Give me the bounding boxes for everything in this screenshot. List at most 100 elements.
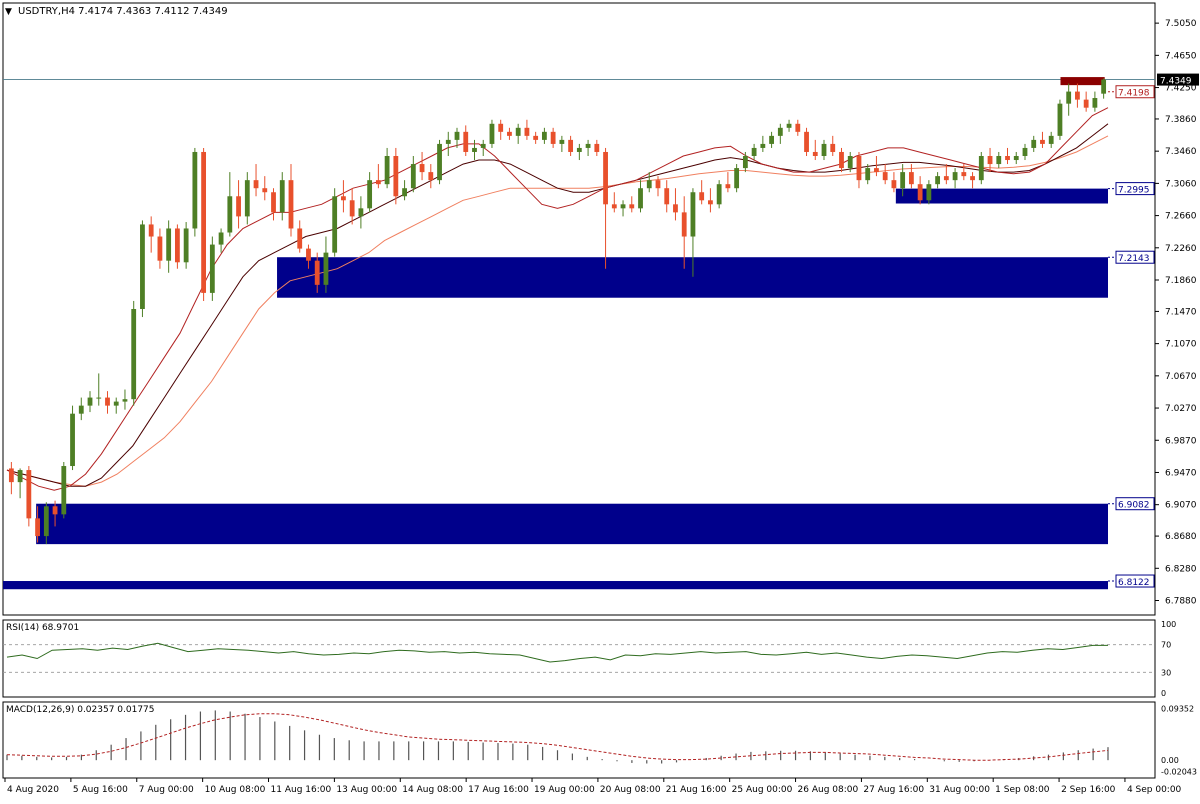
candle-body	[804, 131, 809, 152]
rsi-title: RSI(14) 68.9701	[6, 623, 79, 633]
price-tick-label: 7.1070	[1165, 340, 1197, 350]
candle-body	[489, 123, 495, 144]
candle-body	[585, 143, 591, 148]
candle-body	[629, 204, 635, 209]
candle-body	[332, 196, 338, 253]
candle-body	[498, 123, 504, 132]
pane-frame-0	[2, 2, 1156, 616]
candle-body	[131, 309, 137, 400]
candle-body	[1022, 147, 1028, 156]
candle-body	[917, 184, 923, 201]
price-tick-label: 7.5050	[1165, 19, 1197, 29]
price-tick-label: 7.1860	[1165, 276, 1197, 286]
candle-body	[900, 172, 906, 189]
candle-body	[638, 188, 643, 209]
candle-body	[437, 143, 442, 181]
candle-body	[463, 131, 469, 152]
candle-body	[664, 188, 670, 205]
candle-body	[769, 135, 774, 144]
level-zone-4	[3, 581, 1108, 590]
candle-body	[734, 168, 740, 189]
candle-body	[1092, 98, 1098, 108]
candle-body	[227, 196, 233, 233]
candle-body	[1101, 79, 1107, 94]
candle-body	[716, 184, 722, 205]
candle-body	[271, 192, 276, 213]
rsi-tick-label: 0	[1161, 689, 1166, 698]
price-tick-label: 7.0270	[1165, 404, 1197, 414]
candle-body	[183, 228, 189, 263]
x-tick-label: 20 Aug 08:00	[600, 785, 661, 795]
candle-body	[1005, 156, 1010, 161]
candle-body	[17, 470, 23, 483]
level-zone-1	[895, 188, 1108, 204]
x-tick-label: 14 Aug 08:00	[402, 785, 463, 795]
candle-body	[367, 180, 373, 209]
candle-body	[795, 123, 801, 132]
candle-body	[646, 180, 652, 189]
level-zone-3	[36, 503, 1108, 545]
candle-body	[830, 143, 836, 152]
candle-body	[786, 123, 792, 128]
candle-body	[882, 172, 888, 181]
candle-body	[699, 192, 705, 201]
level-label: 6.8122	[1118, 578, 1150, 588]
candle-body	[1083, 99, 1089, 108]
candle-body	[935, 176, 941, 185]
level-label: 7.2995	[1118, 186, 1150, 196]
x-tick-label: 27 Aug 16:00	[863, 785, 924, 795]
level-label: 6.9082	[1118, 501, 1150, 511]
candle-body	[113, 401, 119, 406]
x-tick-label: 19 Aug 00:00	[534, 785, 595, 795]
x-tick-label: 1 Sep 08:00	[995, 785, 1050, 795]
candle-body	[8, 468, 14, 483]
candle-body	[594, 143, 600, 152]
dropdown-arrow-icon[interactable]: ▼	[5, 7, 12, 17]
level-label-box	[1115, 85, 1155, 99]
candle-body	[874, 168, 879, 173]
candle-body	[961, 172, 967, 177]
candle-body	[576, 147, 582, 152]
candle-body	[174, 228, 180, 263]
price-tick-label: 7.4250	[1165, 84, 1197, 94]
candle-body	[341, 196, 346, 201]
price-tick-label: 7.3060	[1165, 179, 1197, 189]
candle-body	[708, 200, 713, 205]
x-tick-label: 7 Aug 00:00	[139, 785, 194, 795]
price-tick-label: 7.3860	[1165, 115, 1197, 125]
x-tick-label: 21 Aug 16:00	[666, 785, 727, 795]
candle-body	[515, 127, 521, 136]
candle-body	[1048, 135, 1054, 144]
candle-body	[1031, 139, 1037, 148]
candle-body	[1075, 91, 1080, 100]
x-tick-label: 4 Sep 00:00	[1127, 785, 1182, 795]
candle-body	[314, 260, 320, 285]
price-tick-label: 6.9870	[1165, 436, 1197, 446]
candle-body	[987, 156, 993, 165]
x-tick-label: 2 Sep 16:00	[1061, 785, 1116, 795]
level-label: 7.2143	[1118, 254, 1150, 264]
candle-body	[480, 143, 486, 148]
candle-body	[1057, 103, 1063, 136]
candle-body	[742, 156, 748, 169]
candle-body	[262, 188, 268, 193]
candle-body	[244, 180, 250, 217]
x-tick-label: 11 Aug 16:00	[271, 785, 332, 795]
rsi-line	[6, 642, 1108, 663]
candle-body	[288, 180, 294, 229]
candle-body	[87, 397, 93, 406]
level-label-box	[1115, 182, 1155, 196]
price-tick-label: 7.0670	[1165, 372, 1197, 382]
candle-body	[690, 192, 696, 237]
candle-body	[122, 399, 128, 402]
candle-body	[358, 208, 364, 217]
candle-body	[454, 131, 460, 140]
pane-frame-1	[2, 619, 1156, 698]
candle-body	[375, 180, 381, 185]
candle-body	[43, 506, 49, 537]
candle-body	[541, 131, 547, 140]
candle-body	[524, 127, 530, 136]
candle-body	[61, 466, 67, 515]
candle-body	[297, 228, 303, 249]
